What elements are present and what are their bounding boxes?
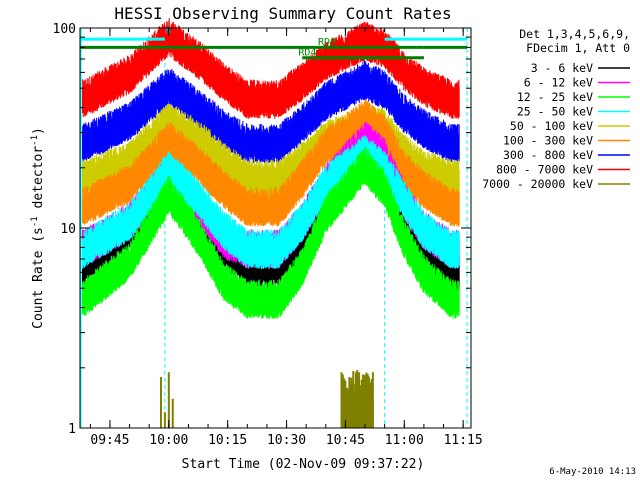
annotation-rd4: RD4 bbox=[298, 47, 316, 58]
annotation-rd0: RD0 bbox=[318, 37, 336, 48]
series-line-6 bbox=[82, 60, 460, 164]
legend-entry-1: 6 - 12 keV bbox=[524, 76, 593, 90]
legend: Det 1,3,4,5,6,9,FDecim 1, Att 0 3 - 6 keV… bbox=[482, 27, 630, 191]
y-label-sup1: -1 bbox=[30, 216, 40, 227]
x-tick-label-5: 11:00 bbox=[385, 433, 424, 448]
x-tick-label-3: 10:30 bbox=[267, 433, 306, 448]
y-tick-label-0: 1 bbox=[68, 422, 76, 437]
series-line-2 bbox=[82, 146, 460, 319]
series-7 bbox=[82, 18, 460, 119]
series-3 bbox=[82, 135, 460, 269]
legend-entry-2: 12 - 25 keV bbox=[517, 90, 593, 104]
series-line-7 bbox=[82, 18, 460, 119]
series-5 bbox=[82, 99, 460, 227]
timestamp: 6-May-2010 14:13 bbox=[549, 467, 636, 477]
legend-entry-5: 100 - 300 keV bbox=[503, 134, 593, 148]
chart-title: HESSI Observing Summary Count Rates bbox=[114, 4, 451, 23]
legend-entry-6: 300 - 800 keV bbox=[503, 148, 593, 162]
legend-header-0: Det 1,3,4,5,6,9, bbox=[519, 27, 630, 41]
legend-entry-8: 7000 - 20000 keV bbox=[482, 177, 593, 191]
y-axis-label: Count Rate (s-1 detector-1) bbox=[30, 127, 46, 329]
legend-entry-3: 25 - 50 keV bbox=[517, 105, 593, 119]
y-tick-label-1: 10 bbox=[60, 222, 76, 237]
x-tick-label-2: 10:15 bbox=[208, 433, 247, 448]
x-tick-label-1: 10:00 bbox=[149, 433, 188, 448]
annotation-n: N bbox=[165, 25, 171, 36]
x-tick-label-4: 10:45 bbox=[326, 433, 365, 448]
legend-header-1: FDecim 1, Att 0 bbox=[526, 41, 630, 55]
series-6 bbox=[82, 60, 460, 164]
series-2 bbox=[82, 146, 460, 319]
y-label-part1: Count Rate (s bbox=[31, 227, 46, 329]
legend-entry-4: 50 - 100 keV bbox=[510, 119, 593, 133]
legend-entry-0: 3 - 6 keV bbox=[531, 61, 593, 75]
y-label-part3: ) bbox=[31, 127, 46, 135]
x-tick-label-6: 11:15 bbox=[444, 433, 483, 448]
series-line-5 bbox=[82, 99, 460, 227]
legend-entry-7: 800 - 7000 keV bbox=[496, 163, 593, 177]
x-axis: 09:45 10:00 10:15 10:30 10:45 11:00 11:15 bbox=[89, 28, 483, 448]
y-label-sup2: -1 bbox=[30, 135, 40, 146]
series-8 bbox=[159, 369, 374, 428]
x-axis-label: Start Time (02-Nov-09 09:37:22) bbox=[182, 457, 425, 472]
y-label-part2: detector bbox=[31, 146, 46, 217]
y-tick-label-2: 100 bbox=[53, 22, 76, 37]
x-tick-label-0: 09:45 bbox=[90, 433, 129, 448]
y-axis: 1 10 100 bbox=[53, 22, 471, 437]
series-line-3 bbox=[82, 135, 460, 269]
